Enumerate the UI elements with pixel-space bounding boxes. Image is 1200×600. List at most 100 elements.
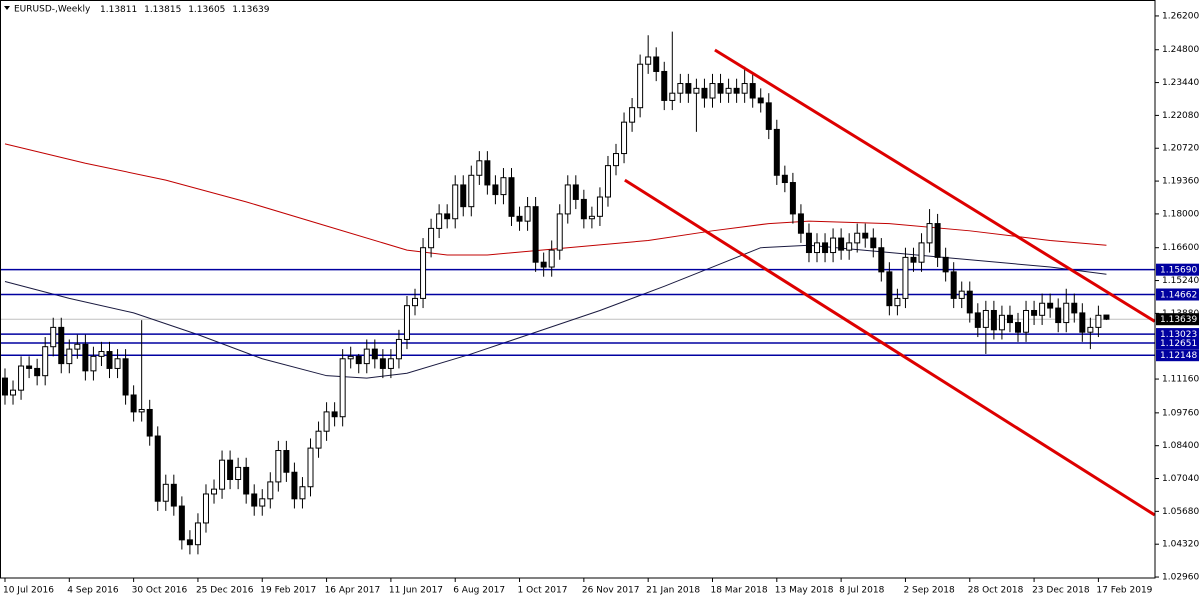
candle-body bbox=[74, 343, 81, 350]
candle-body bbox=[910, 256, 917, 263]
candle-body bbox=[1015, 322, 1022, 333]
candle-body bbox=[733, 87, 740, 94]
candle-body bbox=[653, 56, 660, 72]
candle-body bbox=[130, 394, 137, 413]
candle-body bbox=[1079, 312, 1086, 333]
candle-body bbox=[186, 539, 193, 546]
candle-body bbox=[227, 459, 234, 480]
candle-body bbox=[444, 213, 451, 220]
candle-body bbox=[741, 83, 748, 94]
candle-body bbox=[235, 466, 242, 480]
candle-body bbox=[524, 206, 531, 222]
candle-body bbox=[315, 430, 322, 449]
candle-body bbox=[1, 377, 8, 396]
candle-body bbox=[621, 121, 628, 155]
candle-body bbox=[395, 338, 402, 360]
candle-body bbox=[637, 63, 644, 109]
candle-body bbox=[379, 358, 386, 369]
y-tick-label: 1.19360 bbox=[1162, 177, 1199, 187]
candle-body bbox=[18, 365, 25, 391]
candle-body bbox=[114, 358, 121, 369]
x-tick-label: 1 Oct 2017 bbox=[518, 586, 568, 596]
candle-body bbox=[596, 196, 603, 217]
candle-body bbox=[307, 447, 314, 488]
x-tick-label: 10 Jul 2016 bbox=[3, 586, 54, 596]
menu-icon[interactable] bbox=[4, 6, 10, 10]
candle-body bbox=[82, 343, 89, 372]
candle-body bbox=[1103, 314, 1110, 320]
candle-body bbox=[661, 70, 668, 101]
candle-body bbox=[677, 83, 684, 94]
candle-body bbox=[934, 223, 941, 258]
candle-body bbox=[10, 389, 17, 396]
candle-body bbox=[58, 326, 65, 365]
x-tick-label: 21 Jan 2018 bbox=[646, 586, 700, 596]
candle-body bbox=[830, 237, 837, 254]
candle-body bbox=[420, 247, 427, 299]
candle-body bbox=[299, 486, 306, 500]
y-tick-label: 1.04320 bbox=[1162, 540, 1199, 550]
candle-body bbox=[870, 237, 877, 249]
candle-body bbox=[950, 271, 957, 299]
y-tick-label: 1.07040 bbox=[1162, 474, 1199, 484]
candle-body bbox=[918, 242, 925, 263]
candle-body bbox=[170, 483, 177, 507]
candle-body bbox=[291, 471, 298, 500]
x-tick-label: 23 Dec 2018 bbox=[1032, 586, 1090, 596]
candle-body bbox=[854, 232, 861, 244]
candle-body bbox=[629, 107, 636, 123]
candle-body bbox=[106, 351, 113, 369]
candle-body bbox=[588, 215, 595, 220]
candle-body bbox=[540, 261, 547, 268]
candle-body bbox=[1071, 302, 1078, 314]
candle-body bbox=[428, 227, 435, 249]
low: 1.13605 bbox=[188, 5, 225, 15]
price-label: 1.13639 bbox=[1160, 315, 1197, 325]
x-tick-label: 16 Apr 2017 bbox=[325, 586, 381, 596]
ohlc-readout: 1.13811 1.13815 1.13605 1.13639 bbox=[100, 5, 270, 15]
plot-area bbox=[0, 31, 1155, 555]
candle-body bbox=[556, 213, 563, 251]
candle-body bbox=[982, 309, 989, 328]
candle-body bbox=[1047, 302, 1054, 309]
candle-body bbox=[219, 459, 226, 490]
candle-body bbox=[50, 326, 57, 348]
candle-body bbox=[773, 128, 780, 176]
close: 1.13639 bbox=[232, 5, 269, 15]
candle-body bbox=[548, 249, 555, 268]
candle-body bbox=[838, 237, 845, 251]
candle-body bbox=[669, 92, 676, 101]
y-tick-label: 1.24800 bbox=[1162, 45, 1199, 55]
candle-body bbox=[178, 505, 185, 541]
candle-body bbox=[452, 184, 459, 220]
x-tick-label: 17 Feb 2019 bbox=[1096, 586, 1152, 596]
candle-body bbox=[781, 174, 788, 184]
candle-body bbox=[1006, 314, 1013, 324]
candle-body bbox=[202, 493, 209, 524]
candle-body bbox=[267, 481, 274, 500]
y-tick-label: 1.16600 bbox=[1162, 243, 1199, 253]
candle-body bbox=[604, 165, 611, 198]
x-tick-label: 26 Nov 2017 bbox=[582, 586, 640, 596]
candle-body bbox=[564, 184, 571, 215]
candle-body bbox=[572, 184, 579, 200]
candle-body bbox=[789, 182, 796, 215]
candle-body bbox=[846, 242, 853, 251]
candle-body bbox=[476, 160, 483, 176]
x-tick-label: 30 Oct 2016 bbox=[132, 586, 188, 596]
y-tick-label: 1.23440 bbox=[1162, 78, 1199, 88]
candle-body bbox=[323, 411, 330, 432]
x-tick-label: 25 Dec 2016 bbox=[196, 586, 254, 596]
candle-body bbox=[797, 213, 804, 234]
candle-body bbox=[500, 177, 507, 196]
candle-body bbox=[886, 271, 893, 307]
candle-body bbox=[613, 153, 620, 167]
candle-body bbox=[757, 97, 764, 104]
y-tick-label: 1.05680 bbox=[1162, 507, 1199, 517]
candle-body bbox=[1055, 307, 1062, 324]
y-tick-label: 1.02960 bbox=[1162, 573, 1199, 583]
moving-average bbox=[4, 143, 1107, 256]
candle-body bbox=[532, 206, 539, 263]
high: 1.13815 bbox=[144, 5, 181, 15]
